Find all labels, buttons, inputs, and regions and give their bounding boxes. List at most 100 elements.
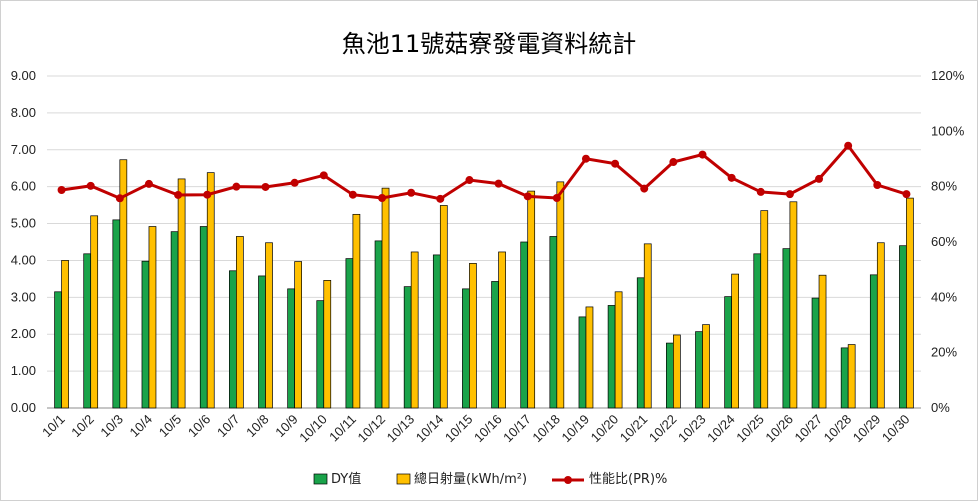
bar-irradiance — [906, 197, 914, 409]
x-tick-label: 10/30 — [879, 412, 913, 446]
bar-dy — [287, 288, 295, 409]
x-tick-label: 10/18 — [529, 412, 563, 446]
x-tick-label: 10/15 — [442, 412, 476, 446]
pr-point — [873, 181, 882, 190]
bar-dy — [549, 236, 558, 409]
x-tick-label: 10/28 — [821, 412, 855, 446]
pr-point — [581, 154, 590, 163]
bar-irradiance — [294, 261, 302, 409]
bar-dy — [666, 342, 674, 409]
pr-point — [378, 194, 387, 203]
x-tick-label: 10/8 — [243, 412, 272, 441]
y-right-tick-label: 40% — [931, 289, 957, 304]
bar-irradiance — [119, 159, 128, 409]
bar-dy — [899, 245, 907, 409]
pr-point — [698, 150, 707, 159]
bar-irradiance — [673, 334, 681, 409]
grid-layer — [47, 75, 921, 409]
x-tick-label: 10/5 — [156, 412, 185, 441]
pr-point — [174, 190, 183, 199]
pr-point — [552, 194, 561, 203]
bar-irradiance — [323, 280, 332, 409]
pr-point — [436, 194, 445, 203]
bar-dy — [141, 260, 150, 409]
bar-irradiance — [760, 210, 769, 409]
pr-point — [348, 190, 357, 199]
chart-title: 魚池11號菇寮發電資料統計 — [341, 30, 637, 58]
bar-irradiance — [702, 324, 710, 409]
pr-point — [144, 179, 153, 188]
y-left-tick-label: 9.00 — [11, 68, 36, 83]
bar-dy — [432, 254, 441, 409]
y-left-tick-label: 3.00 — [11, 289, 36, 304]
y-right-tick-label: 120% — [931, 68, 965, 83]
pr-point — [844, 141, 853, 150]
bar-irradiance — [265, 242, 273, 409]
bar-dy — [83, 253, 92, 409]
y-left-tick-label: 8.00 — [11, 105, 36, 120]
legend-swatch-irradiance — [396, 473, 411, 485]
bar-irradiance — [818, 274, 827, 409]
x-tick-label: 10/19 — [558, 412, 592, 446]
bar-dy — [112, 219, 121, 409]
bar-dy — [491, 281, 499, 409]
pr-point — [203, 190, 212, 199]
bar-dy — [54, 291, 62, 409]
legend: DY值 總日射量(kWh/m²) 性能比(PR)% — [313, 471, 667, 487]
bar-irradiance — [585, 306, 594, 409]
pr-point — [319, 171, 328, 180]
x-tick-label: 10/26 — [762, 412, 796, 446]
x-tick-label: 10/3 — [97, 412, 126, 441]
x-tick-label: 10/14 — [413, 412, 447, 446]
x-tick-label: 10/27 — [792, 412, 826, 446]
bar-dy — [403, 286, 412, 409]
x-tick-label: 10/20 — [588, 412, 622, 446]
bar-dy — [607, 305, 616, 409]
x-tick-label: 10/29 — [850, 412, 884, 446]
bar-irradiance — [556, 181, 565, 409]
pr-point — [261, 182, 270, 191]
pr-point — [669, 158, 678, 167]
x-tick-label: 10/10 — [296, 412, 330, 446]
pr-point — [232, 182, 241, 191]
bar-layer — [54, 159, 914, 409]
x-tick-label: 10/4 — [127, 412, 156, 441]
bar-dy — [811, 297, 820, 409]
y-right-tick-label: 0% — [931, 400, 950, 415]
line-layer — [57, 141, 911, 203]
pr-point — [785, 190, 794, 199]
bar-dy — [869, 274, 878, 409]
bar-irradiance — [789, 201, 798, 409]
bar-irradiance — [731, 273, 739, 409]
bar-dy — [578, 316, 587, 409]
x-tick-label: 10/23 — [675, 412, 709, 446]
bar-dy — [753, 253, 762, 409]
y-axis-right: 0% 20% 40% 60% 80% 100% 120% — [931, 68, 965, 415]
pr-point — [523, 192, 532, 201]
x-tick-label: 10/12 — [355, 412, 389, 446]
pr-line — [61, 143, 907, 201]
legend-label-pr: 性能比(PR)% — [589, 472, 667, 487]
bar-irradiance — [847, 344, 856, 409]
bar-irradiance — [90, 215, 99, 409]
legend-label-dy: DY值 — [331, 471, 361, 487]
pr-point — [756, 187, 765, 196]
pr-point — [494, 179, 503, 188]
x-tick-label: 10/22 — [646, 412, 680, 446]
y-right-tick-label: 80% — [931, 179, 957, 194]
bar-irradiance — [206, 172, 215, 409]
x-tick-label: 10/6 — [185, 412, 214, 441]
bar-dy — [520, 241, 529, 409]
bar-dy — [782, 248, 791, 409]
bar-dy — [345, 258, 354, 409]
x-tick-label: 10/11 — [326, 412, 359, 445]
bar-dy — [199, 226, 208, 409]
legend-label-irradiance: 總日射量(kWh/m²) — [414, 471, 527, 487]
x-tick-label: 10/16 — [471, 412, 505, 446]
bar-dy — [316, 300, 325, 409]
bar-dy — [229, 270, 237, 409]
bar-dy — [724, 296, 732, 409]
bar-irradiance — [643, 243, 652, 409]
bar-irradiance — [498, 251, 506, 409]
bar-irradiance — [381, 187, 390, 409]
